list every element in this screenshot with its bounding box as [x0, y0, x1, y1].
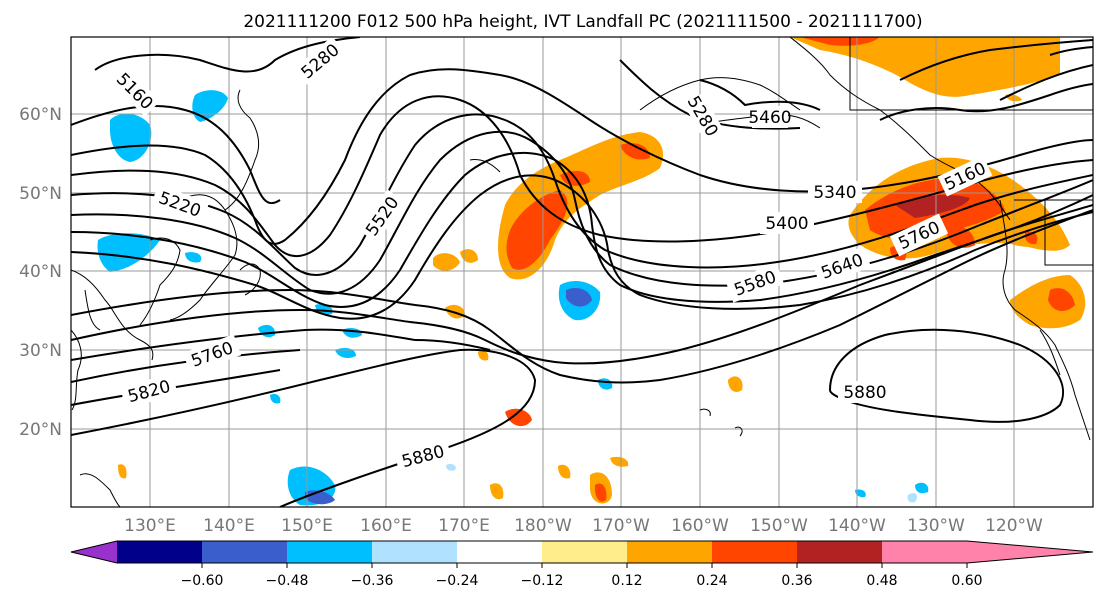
lat-label: 60°N — [19, 105, 62, 125]
contour-label: 5400 — [765, 214, 808, 234]
lon-label: 130°E — [124, 516, 176, 536]
colorbar-segment — [372, 541, 457, 563]
colorbar-segment — [202, 541, 287, 563]
colorbar-tick-label: 0.24 — [696, 573, 727, 589]
colorbar-outline — [70, 540, 1094, 564]
latitude-labels: 60°N 50°N 40°N 30°N 20°N — [19, 105, 62, 440]
colorbar-segment — [712, 541, 797, 563]
contour-label: 5880 — [843, 383, 886, 403]
lon-label: 180°W — [514, 516, 572, 536]
map-border — [70, 36, 1094, 508]
lon-label: 120°W — [985, 516, 1043, 536]
figure-title: 2021111200 F012 500 hPa height, IVT Land… — [243, 12, 922, 32]
lon-label: 140°W — [828, 516, 886, 536]
lon-label: 170°E — [438, 516, 490, 536]
colorbar-tick-label: −0.36 — [351, 573, 394, 589]
contour-label: 5460 — [748, 108, 791, 128]
colorbar-extend-high — [967, 541, 1093, 563]
colorbar-segment — [287, 541, 372, 563]
lon-label: 160°W — [671, 516, 729, 536]
lon-label: 170°W — [592, 516, 650, 536]
colorbar-tick-label: 0.48 — [866, 573, 897, 589]
coastlines — [71, 37, 1093, 507]
colorbar-extend-low — [71, 541, 117, 563]
lon-label: 140°E — [203, 516, 255, 536]
colorbar-tick-label: 0.60 — [951, 573, 982, 589]
longitude-labels: 130°E 140°E 150°E 160°E 170°E 180°W 170°… — [124, 516, 1043, 536]
colorbar-tick-label: −0.48 — [266, 573, 309, 589]
lon-label: 130°W — [907, 516, 965, 536]
colorbar-segment — [457, 541, 542, 563]
lat-label: 40°N — [19, 262, 62, 282]
height-contours — [71, 37, 1093, 507]
colorbar-tick-label: 0.12 — [611, 573, 642, 589]
colorbar-tick-label: −0.60 — [181, 573, 224, 589]
contour-label-bg — [109, 37, 993, 474]
colorbar-tick-label: −0.12 — [521, 573, 564, 589]
colorbar-segment — [542, 541, 627, 563]
colorbar: −0.60 −0.48 −0.36 −0.24 −0.12 0.12 0.24 … — [70, 540, 1094, 589]
contour-label: 5340 — [813, 183, 856, 203]
colorbar-segment — [882, 541, 967, 563]
lat-label: 50°N — [19, 184, 62, 204]
colorbar-segment — [797, 541, 882, 563]
colorbar-segment — [627, 541, 712, 563]
lon-label: 150°W — [750, 516, 808, 536]
lat-label: 30°N — [19, 341, 62, 361]
lat-label: 20°N — [19, 420, 62, 440]
lon-label: 160°E — [360, 516, 412, 536]
colorbar-segment — [117, 541, 202, 563]
colorbar-tick-label: 0.36 — [781, 573, 812, 589]
colorbar-tick-label: −0.24 — [436, 573, 479, 589]
lon-label: 150°E — [281, 516, 333, 536]
